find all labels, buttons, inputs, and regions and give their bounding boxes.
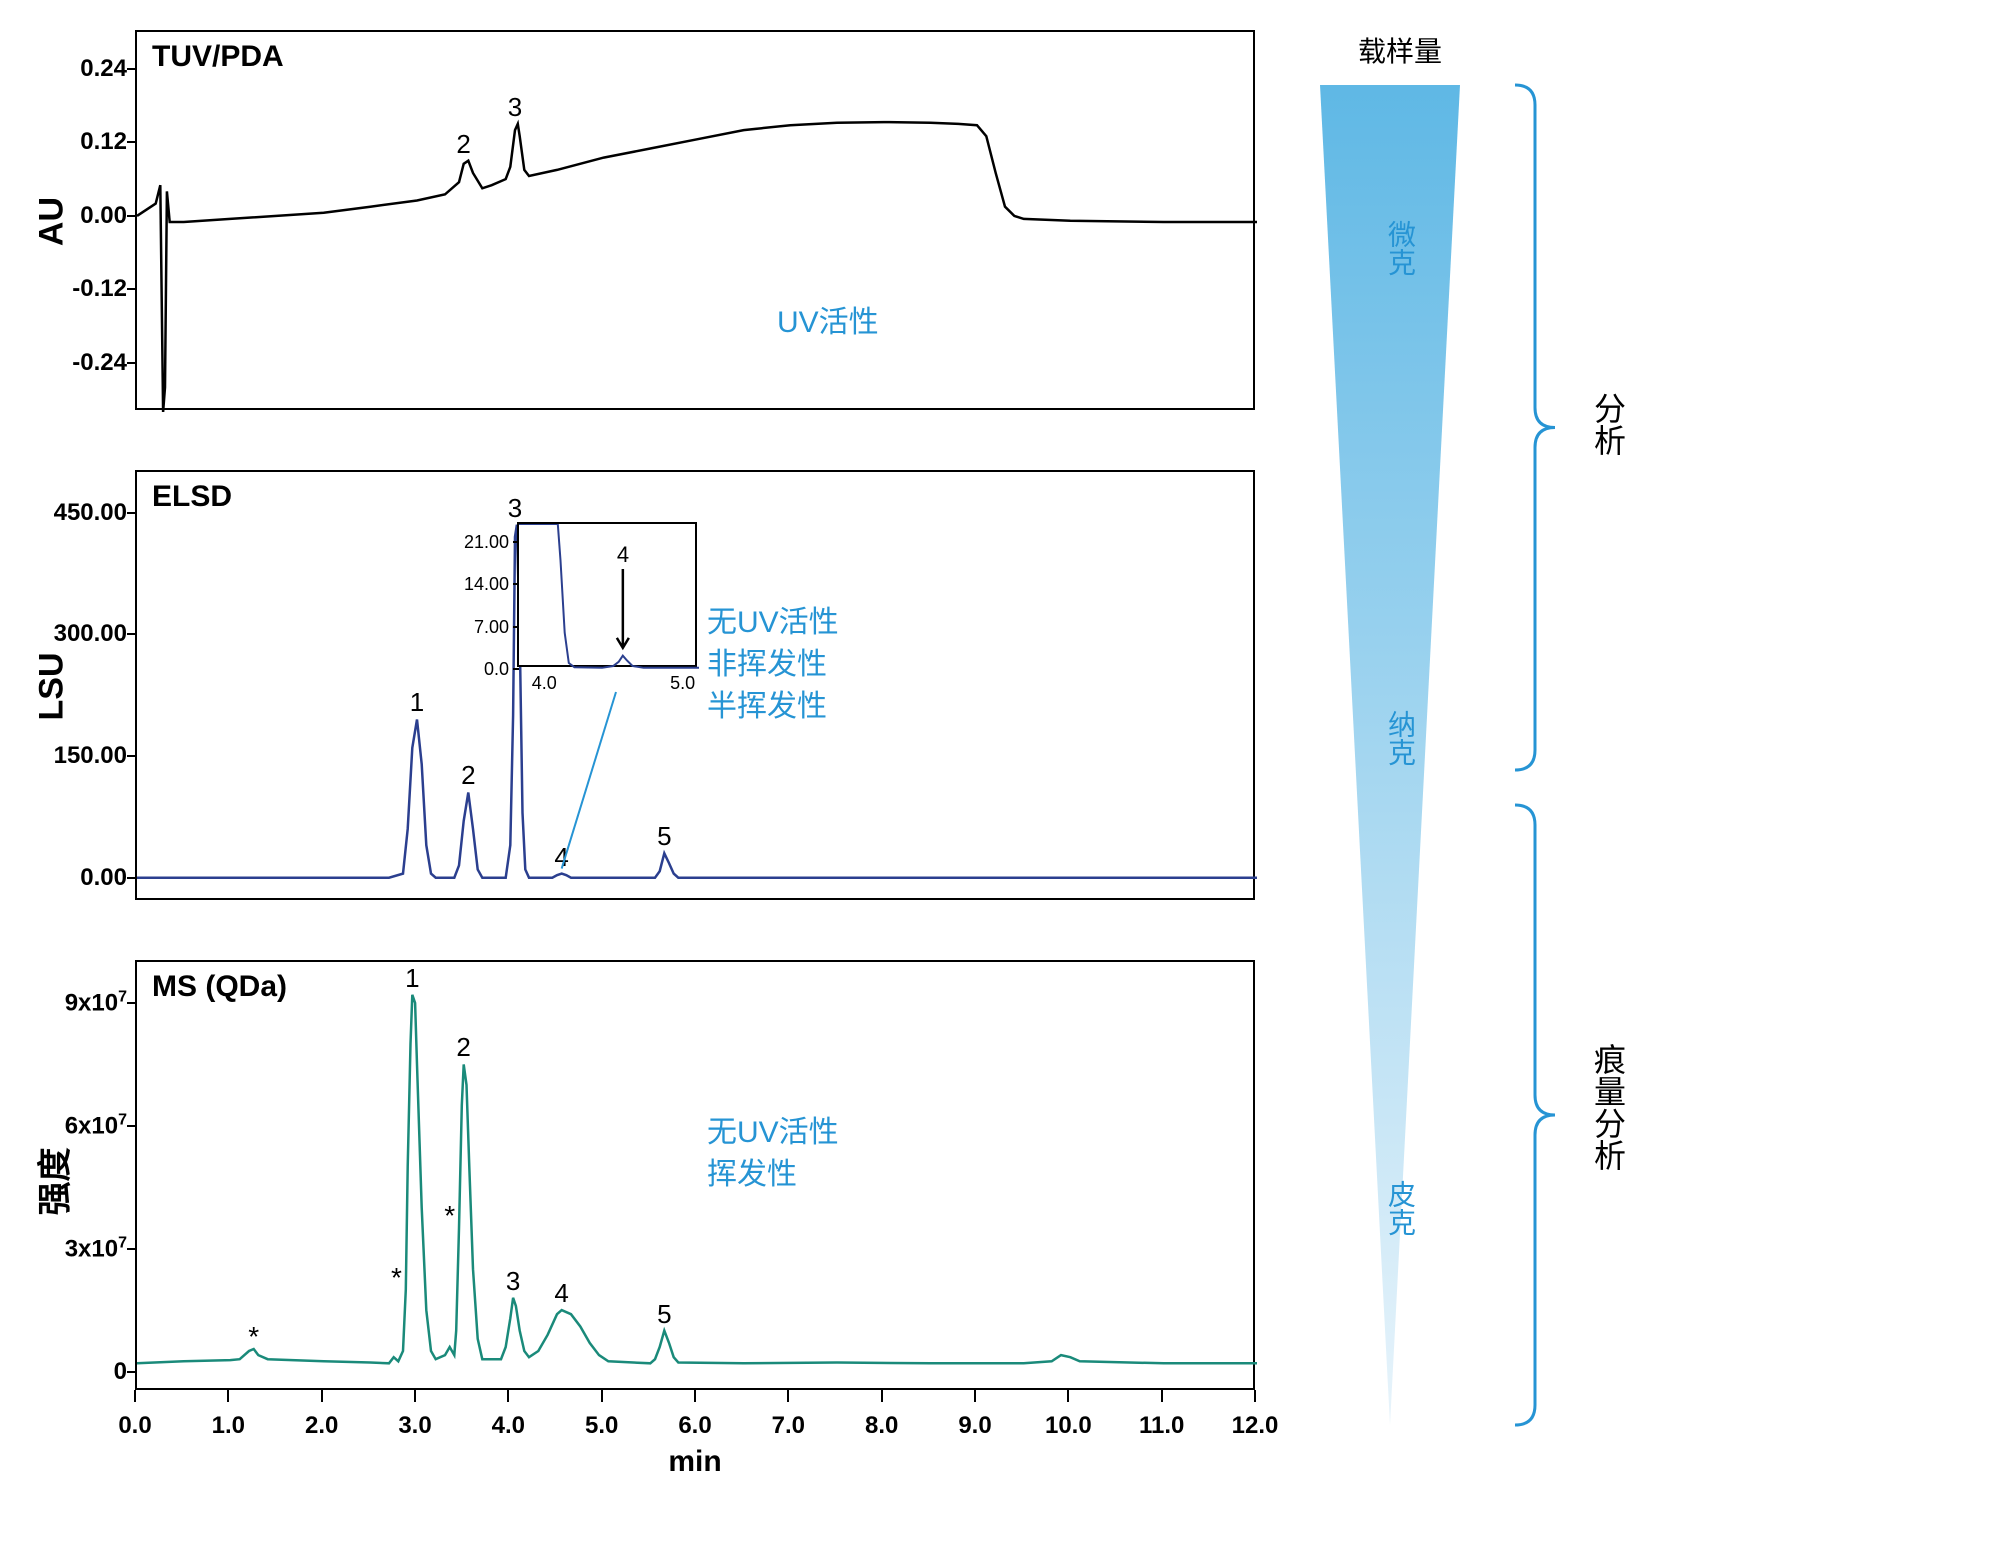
x-tick-label: 2.0 [305,1412,338,1440]
peak-label: 4 [554,1278,568,1309]
peak-label: 5 [657,821,671,852]
y-tick [127,68,137,70]
peak-label: 2 [456,1032,470,1063]
x-tick-label: 3.0 [398,1412,431,1440]
y-axis-label: 强度 [28,1142,77,1222]
x-tick-label: 7.0 [772,1412,805,1440]
x-tick-label: 9.0 [958,1412,991,1440]
x-tick [507,1390,509,1402]
bracket-label: 分析 [1585,392,1631,456]
wedge-label: 微克 [1380,220,1420,276]
bracket-label: 痕量分析 [1585,1043,1631,1171]
y-tick [127,1125,137,1127]
peak-label: 2 [456,129,470,160]
peak-label: 4 [554,842,568,873]
y-tick-label: 150.00 [27,742,127,770]
y-tick-label: 6x107 [27,1111,127,1140]
peak-label: 1 [405,963,419,994]
x-tick [134,1390,136,1402]
y-tick-label: 0.00 [27,864,127,892]
panel-p1: TUV/PDAAU-0.24-0.120.000.120.2423UV活性 [135,30,1255,410]
figure-container: TUV/PDAAU-0.24-0.120.000.120.2423UV活性ELS… [0,0,2000,1557]
star-marker: * [248,1321,259,1353]
x-tick [414,1390,416,1402]
star-marker: * [444,1200,455,1232]
peak-label: 3 [508,92,522,123]
x-tick [787,1390,789,1402]
inset-xtick: 5.0 [670,673,695,694]
wedge-label: 纳克 [1380,710,1420,766]
y-tick-label: 0 [27,1358,127,1386]
x-tick [1161,1390,1163,1402]
x-tick [881,1390,883,1402]
x-tick-label: 0.0 [118,1412,151,1440]
y-tick [127,215,137,217]
x-axis-label: min [668,1445,721,1479]
y-tick-label: 0.00 [27,202,127,230]
x-tick-label: 6.0 [678,1412,711,1440]
x-tick-label: 11.0 [1139,1412,1184,1440]
bracket [1510,30,1570,1490]
x-tick-label: 8.0 [865,1412,898,1440]
inset-peak-label: 4 [617,542,629,568]
wedge-label: 皮克 [1380,1180,1420,1236]
inset-ytick: 21.00 [464,532,509,553]
annotation-text: 无UV活性挥发性 [707,1112,839,1196]
y-axis-label: LSU [33,647,72,727]
chart-area: TUV/PDAAU-0.24-0.120.000.120.2423UV活性ELS… [135,30,1255,1490]
inset-ytick: 7.00 [474,617,509,638]
annotation-text: 无UV活性非挥发性半挥发性 [707,602,839,728]
y-tick [127,362,137,364]
x-tick-label: 4.0 [492,1412,525,1440]
inset-ytick: 0.0 [484,659,509,680]
y-tick [127,141,137,143]
x-tick [1254,1390,1256,1402]
x-tick [601,1390,603,1402]
y-tick [127,1248,137,1250]
y-tick [127,755,137,757]
side-panel: 载样量微克纳克皮克分析痕量分析 [1310,30,1910,1490]
panel-p2: ELSDLSU0.00150.00300.00450.0012345无UV活性非… [135,470,1255,900]
peak-label: 2 [461,760,475,791]
peak-label: 1 [410,687,424,718]
y-tick-label: 9x107 [27,988,127,1017]
x-tick-label: 1.0 [212,1412,245,1440]
peak-label: 3 [508,493,522,524]
x-tick [321,1390,323,1402]
x-tick-label: 10.0 [1045,1412,1092,1440]
x-tick [974,1390,976,1402]
y-tick-label: 0.12 [27,128,127,156]
y-tick-label: -0.12 [27,275,127,303]
y-tick [127,1002,137,1004]
y-tick [127,633,137,635]
x-tick [1067,1390,1069,1402]
x-tick [694,1390,696,1402]
chromatogram-line [137,962,1257,1392]
y-tick-label: 300.00 [27,620,127,648]
x-tick-label: 12.0 [1232,1412,1279,1440]
y-tick-label: -0.24 [27,349,127,377]
inset-xtick: 4.0 [532,673,557,694]
y-tick [127,288,137,290]
inset-chart: 0.07.0014.0021.004.05.04 [517,522,697,667]
x-tick [227,1390,229,1402]
peak-label: 3 [506,1266,520,1297]
chromatogram-line [137,32,1257,412]
x-tick-label: 5.0 [585,1412,618,1440]
annotation-text: UV活性 [777,302,879,344]
star-marker: * [391,1262,402,1294]
panel-p3: MS (QDa)强度03x1076x1079x10712345***无UV活性挥… [135,960,1255,1390]
y-tick [127,877,137,879]
y-tick [127,512,137,514]
peak-label: 5 [657,1299,671,1330]
y-tick-label: 3x107 [27,1234,127,1263]
inset-ytick: 14.00 [464,574,509,595]
y-tick-label: 450.00 [27,499,127,527]
y-tick-label: 0.24 [27,55,127,83]
y-tick [127,1371,137,1373]
